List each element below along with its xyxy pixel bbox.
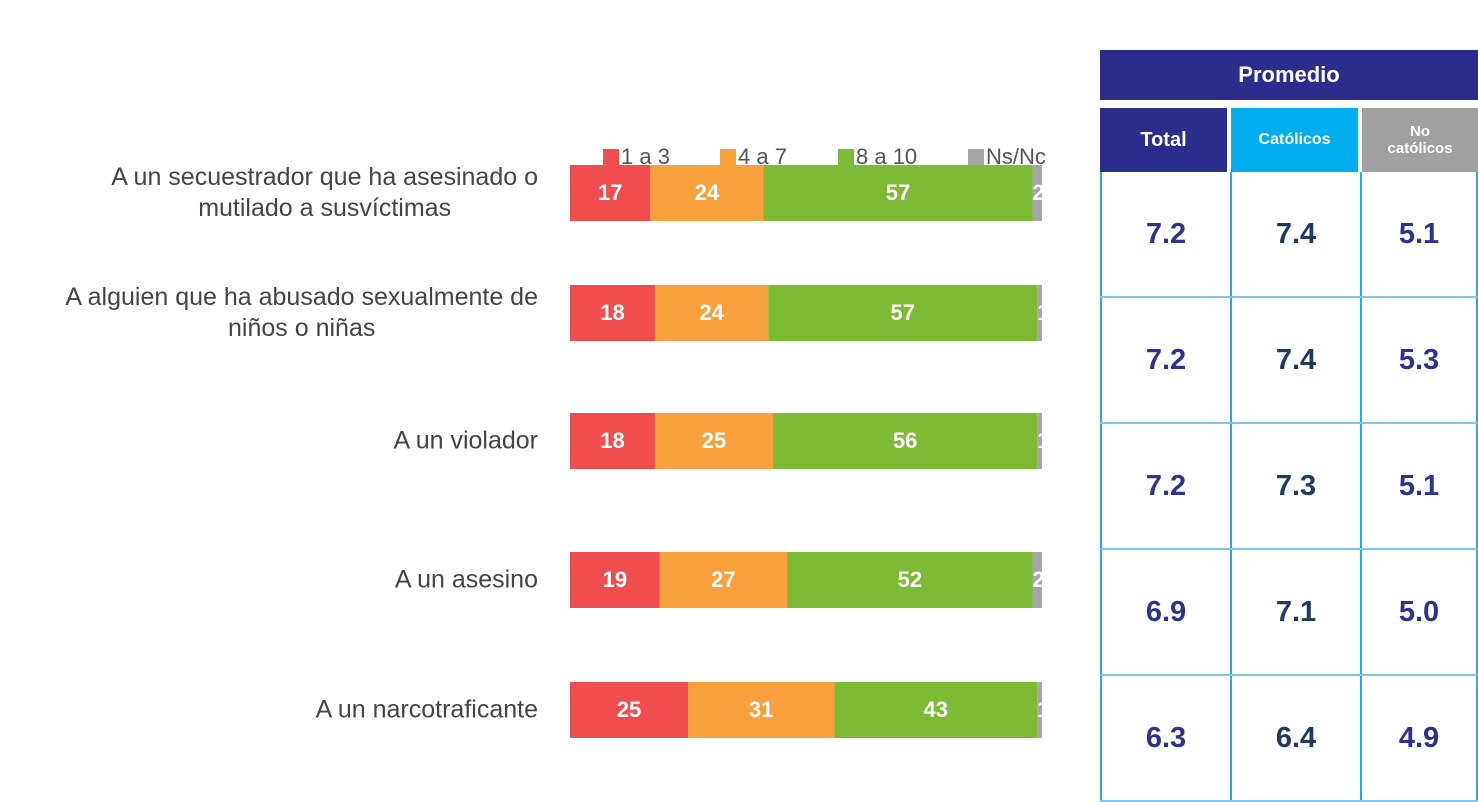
legend-label: 8 a 10 (856, 144, 917, 169)
column-header: No católicos (1362, 108, 1478, 172)
column-header: Católicos (1231, 108, 1359, 172)
bar-segment (654, 285, 769, 341)
table-row: 6.3 6.4 4.9 (1100, 676, 1478, 802)
table-cell: 6.9 (1100, 550, 1230, 674)
table-row: 7.2 7.3 5.1 (1100, 424, 1478, 550)
table-cell: 5.3 (1360, 298, 1478, 422)
legend-label: 4 a 7 (738, 144, 787, 169)
table-row: 7.2 7.4 5.1 (1100, 172, 1478, 298)
bar-segment (570, 165, 651, 221)
bar-value-label: 57 (891, 300, 915, 325)
table-cell: 5.1 (1360, 424, 1478, 548)
bar-value-label: 17 (598, 180, 622, 205)
bar-segment (768, 285, 1038, 341)
bar-value-label: 57 (886, 180, 910, 205)
bar-value-label: 18 (600, 300, 624, 325)
legend-label: Ns/Nc (986, 144, 1046, 169)
table-cell: 7.2 (1100, 424, 1230, 548)
column-header: Total (1100, 108, 1228, 172)
bar-value-label: 19 (603, 567, 627, 592)
table-cell: 5.1 (1360, 172, 1478, 296)
table-cell: 7.1 (1230, 550, 1360, 674)
table-cell: 5.0 (1360, 550, 1478, 674)
table-header: Promedio (1100, 50, 1478, 100)
table-row: 6.9 7.1 5.0 (1100, 550, 1478, 676)
category-label: A un violador (393, 426, 538, 455)
bar-segment (787, 552, 1033, 608)
bar-segment (570, 285, 655, 341)
bar-value-label: 24 (699, 300, 724, 325)
bar-value-label: 52 (898, 567, 922, 592)
bar-segment (834, 682, 1038, 738)
bar-value-label: 43 (924, 697, 948, 722)
bar-value-label: 1 (1037, 697, 1049, 722)
table-cell: 4.9 (1360, 676, 1478, 800)
table-cell: 6.4 (1230, 676, 1360, 800)
bar-value-label: 1 (1037, 300, 1049, 325)
bar-value-label: 24 (695, 180, 720, 205)
table-cell: 7.2 (1100, 172, 1230, 296)
bar-value-label: 56 (893, 428, 917, 453)
category-label: A un secuestrador que ha asesinado o mut… (111, 162, 538, 222)
bar-value-label: 2 (1032, 180, 1044, 205)
bar-value-label: 18 (600, 428, 624, 453)
legend-swatch (603, 149, 619, 165)
category-label: A un narcotraficante (315, 695, 538, 724)
bar-value-label: 25 (617, 697, 641, 722)
bar-segment (688, 682, 835, 738)
category-label: A un asesino (394, 565, 538, 594)
bar-segment (1032, 552, 1042, 608)
bar-segment (659, 552, 788, 608)
bar-segment (1037, 285, 1042, 341)
table-cell: 7.4 (1230, 172, 1360, 296)
bar-value-label: 1 (1037, 428, 1049, 453)
table-row: 7.2 7.4 5.3 (1100, 298, 1478, 424)
bar-value-label: 2 (1032, 567, 1044, 592)
bar-segment (1037, 682, 1042, 738)
legend-label: 1 a 3 (621, 144, 670, 169)
category-label: A alguien que ha abusado sexualmente de … (65, 282, 538, 342)
table-cell: 6.3 (1100, 676, 1230, 800)
bar-segment (570, 682, 688, 738)
bar-segment (772, 413, 1038, 469)
page: 1 a 3 4 a 7 8 a 10 Ns/Nc 17 24 57 2 18 24 57 1 18 25 5… (65, 50, 1478, 802)
chart: 1 a 3 4 a 7 8 a 10 Ns/Nc 17 24 57 2 18 24 57 1 18 25 5… (570, 144, 1049, 738)
bar-value-label: 25 (702, 428, 726, 453)
bar-segment (654, 413, 773, 469)
bar-value-label: 27 (711, 567, 735, 592)
bar-segment (1032, 165, 1042, 221)
legend-swatch (968, 149, 984, 165)
bar-segment (763, 165, 1033, 221)
bar-value-label: 31 (749, 697, 773, 722)
table-columns: Total Católicos No católicos (1100, 108, 1478, 172)
bar-segment (570, 413, 655, 469)
bar-segment (650, 165, 764, 221)
table-cell: 7.2 (1100, 298, 1230, 422)
legend-swatch (720, 149, 736, 165)
table-cell: 7.3 (1230, 424, 1360, 548)
bar-segment (1037, 413, 1042, 469)
table-cell: 7.4 (1230, 298, 1360, 422)
table-body: 7.2 7.4 5.1 7.2 7.4 5.3 7.2 7.3 5.1 6.9 7.1 5.0 6.3 6… (1100, 172, 1478, 802)
bar-segment (570, 552, 660, 608)
legend-swatch (838, 149, 854, 165)
average-table: Promedio Total Católicos No católicos 7.2 7… (1100, 50, 1478, 802)
